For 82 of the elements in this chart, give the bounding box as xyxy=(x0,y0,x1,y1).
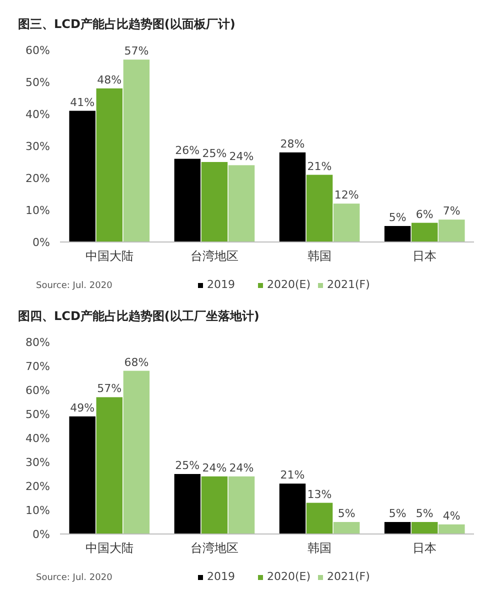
bar xyxy=(123,60,150,242)
legend-label: 2020(E) xyxy=(267,570,311,583)
legend-label: 2020(E) xyxy=(267,278,311,291)
y-tick-label: 70% xyxy=(26,360,50,373)
data-label: 26% xyxy=(175,144,200,157)
legend-label: 2021(F) xyxy=(327,570,370,583)
bar xyxy=(306,502,333,534)
x-tick-label: 中国大陆 xyxy=(85,541,134,555)
bar xyxy=(411,522,438,534)
data-label: 5% xyxy=(416,507,434,520)
y-tick-label: 40% xyxy=(26,108,50,121)
bar xyxy=(69,110,96,242)
x-tick-label: 台湾地区 xyxy=(190,541,238,555)
bar xyxy=(96,88,123,242)
y-tick-label: 60% xyxy=(26,44,50,57)
data-label: 21% xyxy=(280,468,305,482)
source-note: Source: Jul. 2020 xyxy=(36,281,113,291)
y-tick-label: 10% xyxy=(26,504,50,517)
y-tick-label: 60% xyxy=(26,384,50,397)
bar xyxy=(438,220,465,242)
data-label: 21% xyxy=(307,160,332,173)
bar xyxy=(411,222,438,242)
bar xyxy=(306,174,333,242)
legend-label: 2019 xyxy=(207,278,235,291)
data-label: 25% xyxy=(175,459,200,472)
chart-title: 图四、LCD产能占比趋势图(以工厂坐落地计) xyxy=(18,309,260,323)
data-label: 24% xyxy=(202,461,227,474)
data-label: 7% xyxy=(442,204,460,218)
data-label: 49% xyxy=(70,401,95,414)
y-tick-label: 20% xyxy=(26,172,50,185)
bar xyxy=(384,226,411,242)
x-tick-label: 韩国 xyxy=(308,249,332,263)
y-tick-label: 80% xyxy=(26,336,50,349)
x-tick-label: 日本 xyxy=(412,249,437,263)
legend-label: 2019 xyxy=(207,570,235,583)
x-tick-label: 韩国 xyxy=(308,541,332,555)
data-label: 48% xyxy=(97,73,122,86)
source-note: Source: Jul. 2020 xyxy=(36,573,113,583)
y-tick-label: 30% xyxy=(26,140,50,153)
bar xyxy=(96,397,123,534)
legend-label: 2021(F) xyxy=(327,278,370,291)
x-tick-label: 台湾地区 xyxy=(190,249,238,263)
data-label: 28% xyxy=(280,137,305,150)
y-tick-label: 50% xyxy=(26,76,50,89)
y-tick-label: 30% xyxy=(26,456,50,469)
data-label: 13% xyxy=(307,488,332,501)
bar xyxy=(174,474,201,534)
data-label: 6% xyxy=(416,208,434,221)
bar xyxy=(384,522,411,534)
data-label: 5% xyxy=(388,507,406,520)
bar xyxy=(201,162,228,242)
chart-title: 图三、LCD产能占比趋势图(以面板厂计) xyxy=(18,17,236,31)
data-label: 25% xyxy=(202,147,227,160)
data-label: 12% xyxy=(334,188,359,202)
bar xyxy=(279,484,306,534)
data-label: 5% xyxy=(388,211,406,224)
bar xyxy=(228,476,255,534)
bar xyxy=(333,522,360,534)
data-label: 24% xyxy=(229,150,254,164)
y-tick-label: 20% xyxy=(26,480,50,493)
data-label: 57% xyxy=(124,44,149,58)
y-tick-label: 10% xyxy=(26,204,50,217)
data-label: 68% xyxy=(124,356,149,369)
bar xyxy=(333,204,360,242)
bar xyxy=(228,165,255,242)
x-tick-label: 中国大陆 xyxy=(85,249,134,263)
y-tick-label: 40% xyxy=(26,432,50,445)
data-label: 24% xyxy=(229,461,254,474)
data-label: 41% xyxy=(70,96,95,109)
y-tick-label: 0% xyxy=(32,528,50,541)
y-tick-label: 0% xyxy=(32,236,50,249)
y-tick-label: 50% xyxy=(26,408,50,421)
data-label: 57% xyxy=(97,382,122,396)
data-label: 4% xyxy=(442,509,460,522)
bar xyxy=(201,476,228,534)
bar xyxy=(174,158,201,242)
x-tick-label: 日本 xyxy=(412,541,437,555)
data-label: 5% xyxy=(338,507,356,520)
bar xyxy=(438,524,465,534)
bar xyxy=(123,370,150,534)
bar xyxy=(69,416,96,534)
bar xyxy=(279,152,306,242)
